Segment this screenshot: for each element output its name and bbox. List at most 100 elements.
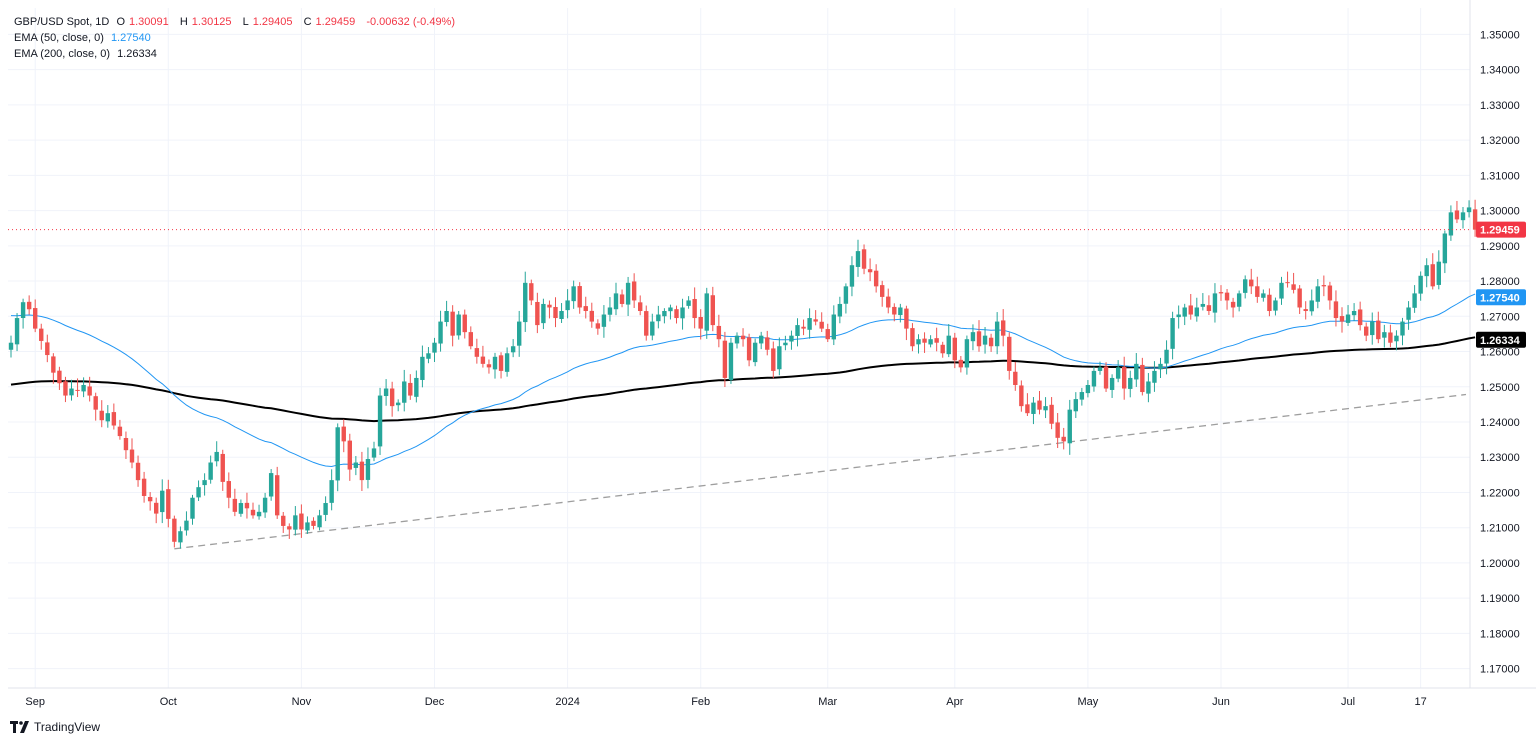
candle[interactable] — [734, 332, 740, 349]
candle[interactable] — [1073, 392, 1078, 418]
candle[interactable] — [450, 305, 455, 347]
candle[interactable] — [589, 302, 594, 328]
candle[interactable] — [323, 496, 328, 522]
candle[interactable] — [432, 337, 437, 362]
candle[interactable] — [553, 297, 558, 328]
candle[interactable] — [93, 392, 98, 421]
candle[interactable] — [1164, 340, 1169, 375]
candle[interactable] — [402, 369, 407, 412]
candle[interactable] — [1140, 357, 1145, 396]
candle[interactable] — [123, 431, 129, 459]
candle[interactable] — [571, 280, 576, 309]
candle[interactable] — [81, 377, 86, 398]
candle[interactable] — [1273, 297, 1278, 316]
candle[interactable] — [1382, 324, 1387, 348]
candle[interactable] — [704, 287, 709, 339]
candle[interactable] — [1055, 413, 1060, 449]
candle[interactable] — [692, 287, 697, 329]
candle[interactable] — [129, 438, 135, 469]
candle[interactable] — [504, 347, 510, 377]
candle[interactable] — [1134, 353, 1139, 387]
candle[interactable] — [1339, 307, 1345, 333]
candle[interactable] — [547, 300, 552, 319]
candle[interactable] — [1037, 391, 1042, 415]
candle[interactable] — [87, 376, 92, 402]
candle[interactable] — [377, 387, 383, 455]
candle[interactable] — [1236, 290, 1242, 312]
candle[interactable] — [601, 305, 607, 338]
candle[interactable] — [383, 379, 389, 406]
candle[interactable] — [1146, 373, 1151, 403]
candle[interactable] — [510, 339, 516, 358]
candle[interactable] — [178, 526, 183, 549]
candle[interactable] — [886, 288, 891, 314]
candle[interactable] — [1097, 361, 1103, 375]
candle[interactable] — [353, 456, 359, 476]
candle[interactable] — [1212, 283, 1218, 323]
candle[interactable] — [625, 276, 631, 317]
candle[interactable] — [20, 298, 26, 329]
candle[interactable] — [1291, 272, 1296, 294]
candle[interactable] — [517, 310, 522, 357]
candle[interactable] — [1170, 311, 1175, 360]
candle[interactable] — [982, 326, 988, 354]
candle[interactable] — [1224, 288, 1230, 310]
time-axis[interactable]: Sep Oct Nov Dec 2024 Feb Mar Apr May Jun Jul 17 — [25, 696, 1426, 708]
candle[interactable] — [474, 338, 480, 364]
candle[interactable] — [1182, 303, 1187, 326]
candle[interactable] — [728, 337, 734, 384]
candle[interactable] — [1376, 311, 1381, 344]
candle[interactable] — [335, 423, 340, 492]
candle[interactable] — [686, 296, 691, 309]
candle[interactable] — [1194, 297, 1199, 322]
candle[interactable] — [238, 499, 244, 517]
candle[interactable] — [1230, 297, 1236, 318]
candle[interactable] — [795, 318, 800, 347]
candle[interactable] — [1315, 279, 1320, 309]
candle[interactable] — [347, 433, 352, 481]
candle[interactable] — [1158, 357, 1163, 378]
candle[interactable] — [1297, 285, 1302, 314]
candle[interactable] — [226, 472, 231, 509]
candle[interactable] — [1109, 374, 1115, 398]
candle[interactable] — [1466, 200, 1472, 218]
candle[interactable] — [1285, 271, 1290, 288]
candle[interactable] — [268, 469, 274, 501]
candle[interactable] — [365, 447, 371, 489]
candle[interactable] — [232, 488, 238, 517]
candle[interactable] — [160, 479, 165, 524]
candle[interactable] — [801, 319, 806, 336]
candle[interactable] — [867, 258, 873, 282]
candle[interactable] — [1388, 324, 1393, 348]
candle[interactable] — [51, 353, 56, 384]
candle[interactable] — [498, 352, 504, 379]
candle[interactable] — [1255, 276, 1260, 303]
candle[interactable] — [958, 355, 964, 373]
candle[interactable] — [166, 479, 171, 528]
candle[interactable] — [190, 494, 195, 525]
candle[interactable] — [299, 504, 304, 538]
candle[interactable] — [1249, 268, 1254, 295]
candle[interactable] — [1418, 271, 1423, 301]
candle[interactable] — [613, 282, 619, 316]
candle[interactable] — [916, 334, 921, 354]
candle[interactable] — [196, 480, 201, 501]
candle[interactable] — [831, 305, 836, 346]
candle[interactable] — [1267, 288, 1272, 317]
candle[interactable] — [1025, 393, 1030, 417]
candle[interactable] — [710, 286, 715, 332]
candle[interactable] — [1176, 305, 1181, 329]
candle[interactable] — [480, 345, 486, 368]
candle[interactable] — [244, 492, 250, 519]
candle[interactable] — [444, 300, 449, 327]
candle[interactable] — [75, 378, 80, 398]
candle[interactable] — [970, 324, 976, 351]
candle[interactable] — [1049, 397, 1054, 430]
candle[interactable] — [1007, 332, 1012, 380]
legend-ema200[interactable]: EMA (200, close, 0) 1.26334 — [14, 48, 157, 60]
candle[interactable] — [1279, 276, 1284, 305]
candle[interactable] — [880, 280, 885, 307]
candle[interactable] — [946, 324, 951, 358]
candle[interactable] — [486, 359, 492, 374]
candle[interactable] — [329, 469, 334, 511]
